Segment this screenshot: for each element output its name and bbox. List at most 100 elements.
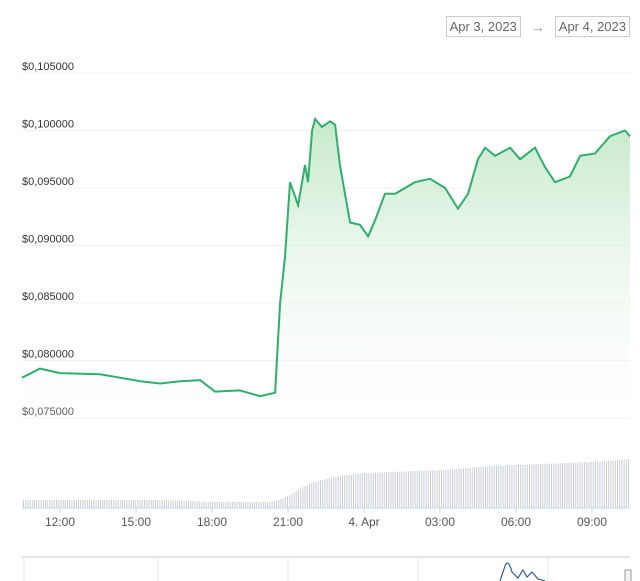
range-from-input[interactable]: Apr 3, 2023 bbox=[445, 16, 521, 37]
volume-bar bbox=[430, 470, 431, 508]
volume-bar bbox=[353, 474, 354, 508]
volume-bar bbox=[603, 461, 605, 508]
volume-bar bbox=[258, 502, 260, 508]
volume-bar bbox=[115, 500, 117, 508]
volume-bar bbox=[73, 500, 75, 508]
volume-bar bbox=[401, 471, 403, 508]
volume-bar bbox=[269, 501, 271, 508]
volume-bar bbox=[564, 463, 566, 508]
volume-bar bbox=[581, 462, 583, 508]
volume-bar bbox=[47, 500, 49, 508]
navigator-handle-right[interactable] bbox=[624, 569, 632, 581]
volume-bar bbox=[89, 500, 90, 508]
volume-bar bbox=[388, 472, 390, 508]
volume-bar bbox=[491, 465, 493, 508]
volume-bar bbox=[293, 492, 295, 508]
volume-bar bbox=[337, 476, 339, 508]
x-tick-label: 12:00 bbox=[45, 515, 75, 529]
volume-bar bbox=[212, 502, 214, 508]
volume-bar bbox=[513, 465, 515, 508]
volume-bar bbox=[324, 479, 326, 508]
volume-bar bbox=[106, 500, 108, 508]
volume-bar bbox=[223, 502, 225, 508]
volume-bar bbox=[348, 474, 350, 508]
volume-bar bbox=[194, 501, 196, 508]
volume-bar bbox=[610, 460, 612, 508]
volume-bar bbox=[56, 500, 57, 508]
volume-bar bbox=[53, 500, 55, 508]
volume-bar bbox=[568, 462, 570, 508]
volume-bar bbox=[97, 500, 99, 508]
volume-bar bbox=[617, 460, 618, 508]
volume-bar bbox=[23, 500, 24, 508]
volume-bar bbox=[210, 501, 211, 508]
volume-bar bbox=[465, 468, 467, 508]
volume-bar bbox=[291, 493, 293, 508]
volume-bar bbox=[372, 472, 374, 508]
volume-bar bbox=[69, 500, 71, 508]
volume-bar bbox=[423, 470, 425, 508]
volume-bar bbox=[379, 472, 381, 508]
y-tick-label: $0,105000 bbox=[22, 61, 74, 73]
volume-bar bbox=[245, 502, 247, 508]
volume-bar bbox=[108, 500, 110, 508]
volume-bar bbox=[45, 500, 46, 508]
volume-bar bbox=[240, 502, 242, 508]
volume-bar bbox=[463, 468, 464, 508]
volume-bar bbox=[262, 501, 264, 508]
x-tick-label: 18:00 bbox=[197, 515, 227, 529]
volume-bar bbox=[555, 463, 557, 508]
x-tick-label: 09:00 bbox=[577, 515, 607, 529]
volume-bar bbox=[386, 472, 387, 508]
volume-bar bbox=[625, 459, 627, 508]
volume-bar bbox=[496, 465, 497, 508]
volume-bar bbox=[304, 486, 306, 508]
volume-bar bbox=[168, 500, 170, 508]
volume-bar bbox=[146, 500, 148, 508]
volume-bar bbox=[425, 470, 427, 508]
volume-bar bbox=[278, 499, 280, 508]
volume-bar bbox=[469, 467, 471, 508]
volume-bar bbox=[577, 462, 579, 508]
volume-bar bbox=[284, 497, 286, 508]
volume-bar bbox=[170, 500, 172, 508]
range-to-input[interactable]: Apr 4, 2023 bbox=[554, 16, 630, 37]
volume-bar bbox=[416, 470, 418, 508]
volume-bar bbox=[515, 465, 517, 508]
volume-bar bbox=[368, 472, 370, 508]
volume-bar bbox=[383, 472, 385, 508]
volume-bar bbox=[128, 500, 130, 508]
volume-bar bbox=[540, 464, 541, 508]
volume-bar bbox=[408, 471, 409, 508]
volume-bar bbox=[144, 500, 145, 508]
x-tick-label: 06:00 bbox=[501, 515, 531, 529]
volume-bar bbox=[181, 500, 183, 508]
volume-bar bbox=[344, 475, 346, 508]
volume-bar bbox=[190, 501, 192, 508]
volume-bar bbox=[155, 500, 156, 508]
price-line bbox=[21, 116, 631, 398]
volume-bar bbox=[196, 501, 198, 508]
volume-bar bbox=[157, 500, 159, 508]
volume-bar bbox=[350, 474, 352, 508]
volume-bar bbox=[135, 500, 137, 508]
date-range-selector: Apr 3, 2023 → Apr 4, 2023 bbox=[445, 16, 630, 37]
volume-bar bbox=[188, 501, 189, 508]
volume-bar bbox=[595, 461, 596, 508]
volume-bar bbox=[260, 502, 262, 508]
volume-bar bbox=[203, 501, 205, 508]
volume-bar bbox=[597, 461, 599, 508]
volume-bar bbox=[313, 481, 315, 508]
volume-bar bbox=[36, 500, 38, 508]
volume-bar bbox=[317, 480, 319, 508]
volume-bar bbox=[551, 463, 552, 508]
volume-bar bbox=[471, 467, 473, 508]
volume-bar bbox=[562, 463, 563, 508]
volume-bar bbox=[251, 502, 253, 508]
navigator[interactable] bbox=[22, 556, 632, 581]
volume-bar bbox=[377, 472, 379, 508]
volume-bar bbox=[280, 499, 282, 508]
volume-bar bbox=[225, 502, 227, 508]
volume-bar bbox=[480, 466, 482, 508]
volume-bar bbox=[566, 463, 568, 508]
